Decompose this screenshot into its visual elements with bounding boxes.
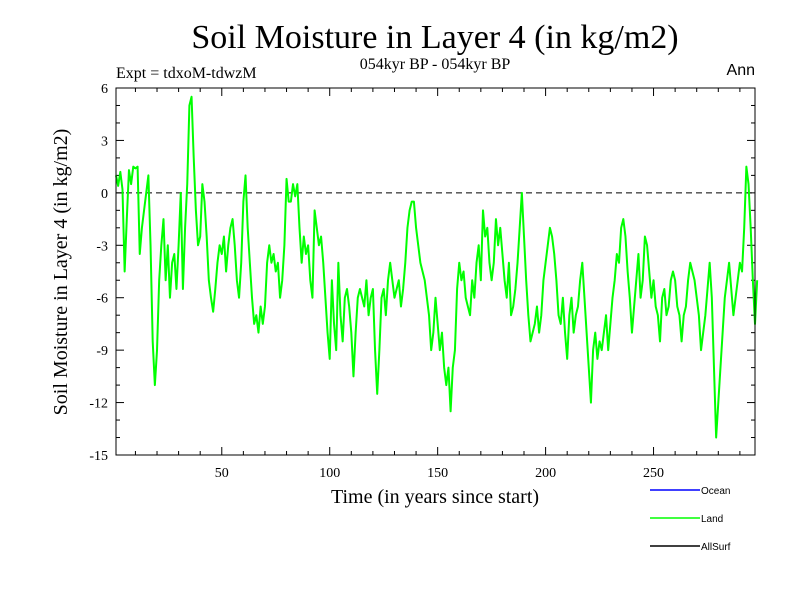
legend-label-allsurf: AllSurf (701, 542, 731, 553)
y-tick-label: -3 (96, 239, 108, 254)
legend-label-land: Land (701, 514, 723, 525)
y-tick-label: 3 (101, 134, 108, 149)
y-axis-label-group: Soil Moisture in Layer 4 (in kg/m2) (50, 129, 72, 416)
series-line-land (115, 95, 759, 439)
legend-label-ocean: Ocean (701, 486, 730, 497)
y-tick-label: -12 (89, 397, 108, 412)
y-tick-label: -6 (96, 292, 108, 307)
axis-tick-labels: 6 3 0 -3 -6 -9 -12 -15 50 100 150 200 250 (89, 82, 664, 481)
x-axis-label: Time (in years since start) (331, 486, 539, 508)
y-axis-label: Soil Moisture in Layer 4 (in kg/m2) (50, 129, 72, 416)
legend: Ocean Land AllSurf (650, 486, 731, 553)
y-tick-label: 0 (101, 187, 108, 202)
axis-ticks (116, 87, 755, 456)
period-label: Ann (727, 62, 755, 79)
experiment-label: Expt = tdxoM-tdwzM (116, 65, 257, 82)
series-group (115, 95, 759, 439)
y-tick-label: -15 (89, 449, 108, 464)
plot-frame (115, 87, 756, 456)
x-tick-label: 200 (535, 466, 556, 481)
y-tick-label: 6 (101, 82, 108, 97)
x-tick-label: 250 (643, 466, 664, 481)
y-tick-label: -9 (96, 344, 108, 359)
x-tick-label: 100 (319, 466, 340, 481)
chart-title: Soil Moisture in Layer 4 (in kg/m2) (191, 19, 678, 56)
x-tick-label: 150 (427, 466, 448, 481)
x-tick-label: 50 (215, 466, 229, 481)
chart-subtitle: 054kyr BP - 054kyr BP (360, 56, 511, 73)
